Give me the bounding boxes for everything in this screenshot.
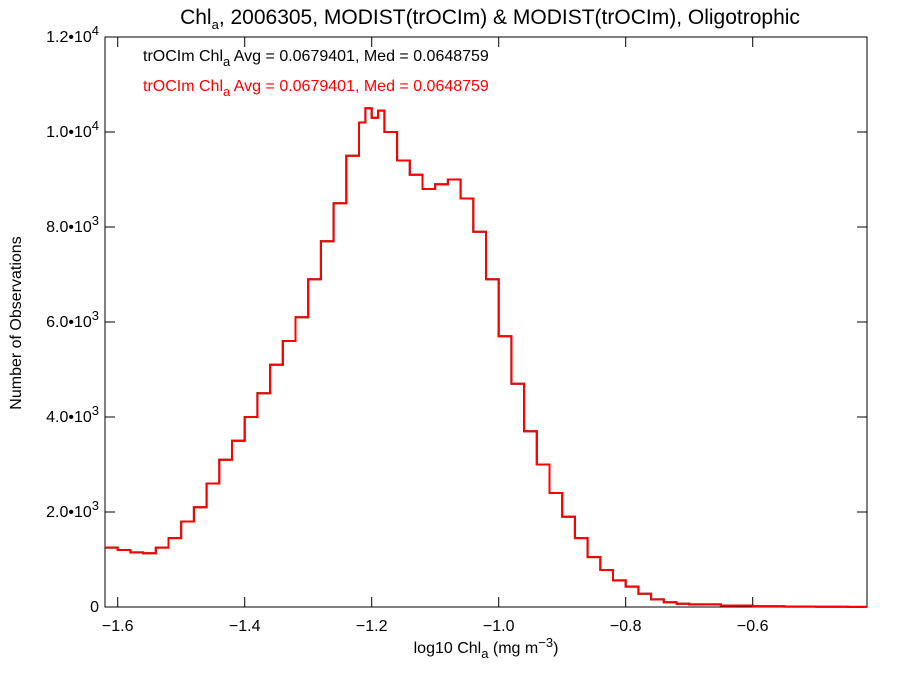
legend-entry-red: trOCIm Chla Avg = 0.0679401, Med = 0.064…: [143, 78, 489, 99]
x-axis-ticks: −1.6 −1.4 −1.2 −1.0 −0.8 −0.6: [102, 37, 769, 635]
x-tick-label: −1.6: [102, 618, 134, 635]
y-tick-label: 2.0•103: [46, 498, 99, 521]
y-axis-label: Number of Observations: [8, 236, 25, 409]
y-tick-label: 0: [90, 599, 99, 616]
series-layer: [105, 107, 867, 608]
x-tick-label: −1.0: [483, 618, 515, 635]
x-tick-label: −0.8: [610, 618, 642, 635]
series-line-black: [105, 107, 867, 608]
x-tick-label: −0.6: [737, 618, 769, 635]
y-axis-ticks: 0 2.0•103 4.0•103 6.0•103 8.0•103 1.0•104 1.2•…: [46, 23, 867, 616]
y-tick-label: 1.2•104: [46, 23, 99, 46]
x-tick-label: −1.2: [356, 618, 388, 635]
series-line-red: [105, 107, 867, 608]
legend: trOCIm Chla Avg = 0.0679401, Med = 0.064…: [143, 48, 489, 99]
x-axis-label: log10 Chla (mg m−3): [414, 635, 559, 661]
y-tick-label: 8.0•103: [46, 213, 99, 236]
y-tick-label: 1.0•104: [46, 118, 99, 141]
y-tick-label: 4.0•103: [46, 403, 99, 426]
legend-entry-black: trOCIm Chla Avg = 0.0679401, Med = 0.064…: [143, 48, 489, 69]
x-tick-label: −1.4: [229, 618, 261, 635]
chart-title: Chla, 2006305, MODIST(trOCIm) & MODIST(t…: [180, 6, 800, 32]
plot-frame: [104, 36, 868, 608]
y-tick-label: 6.0•103: [46, 308, 99, 331]
